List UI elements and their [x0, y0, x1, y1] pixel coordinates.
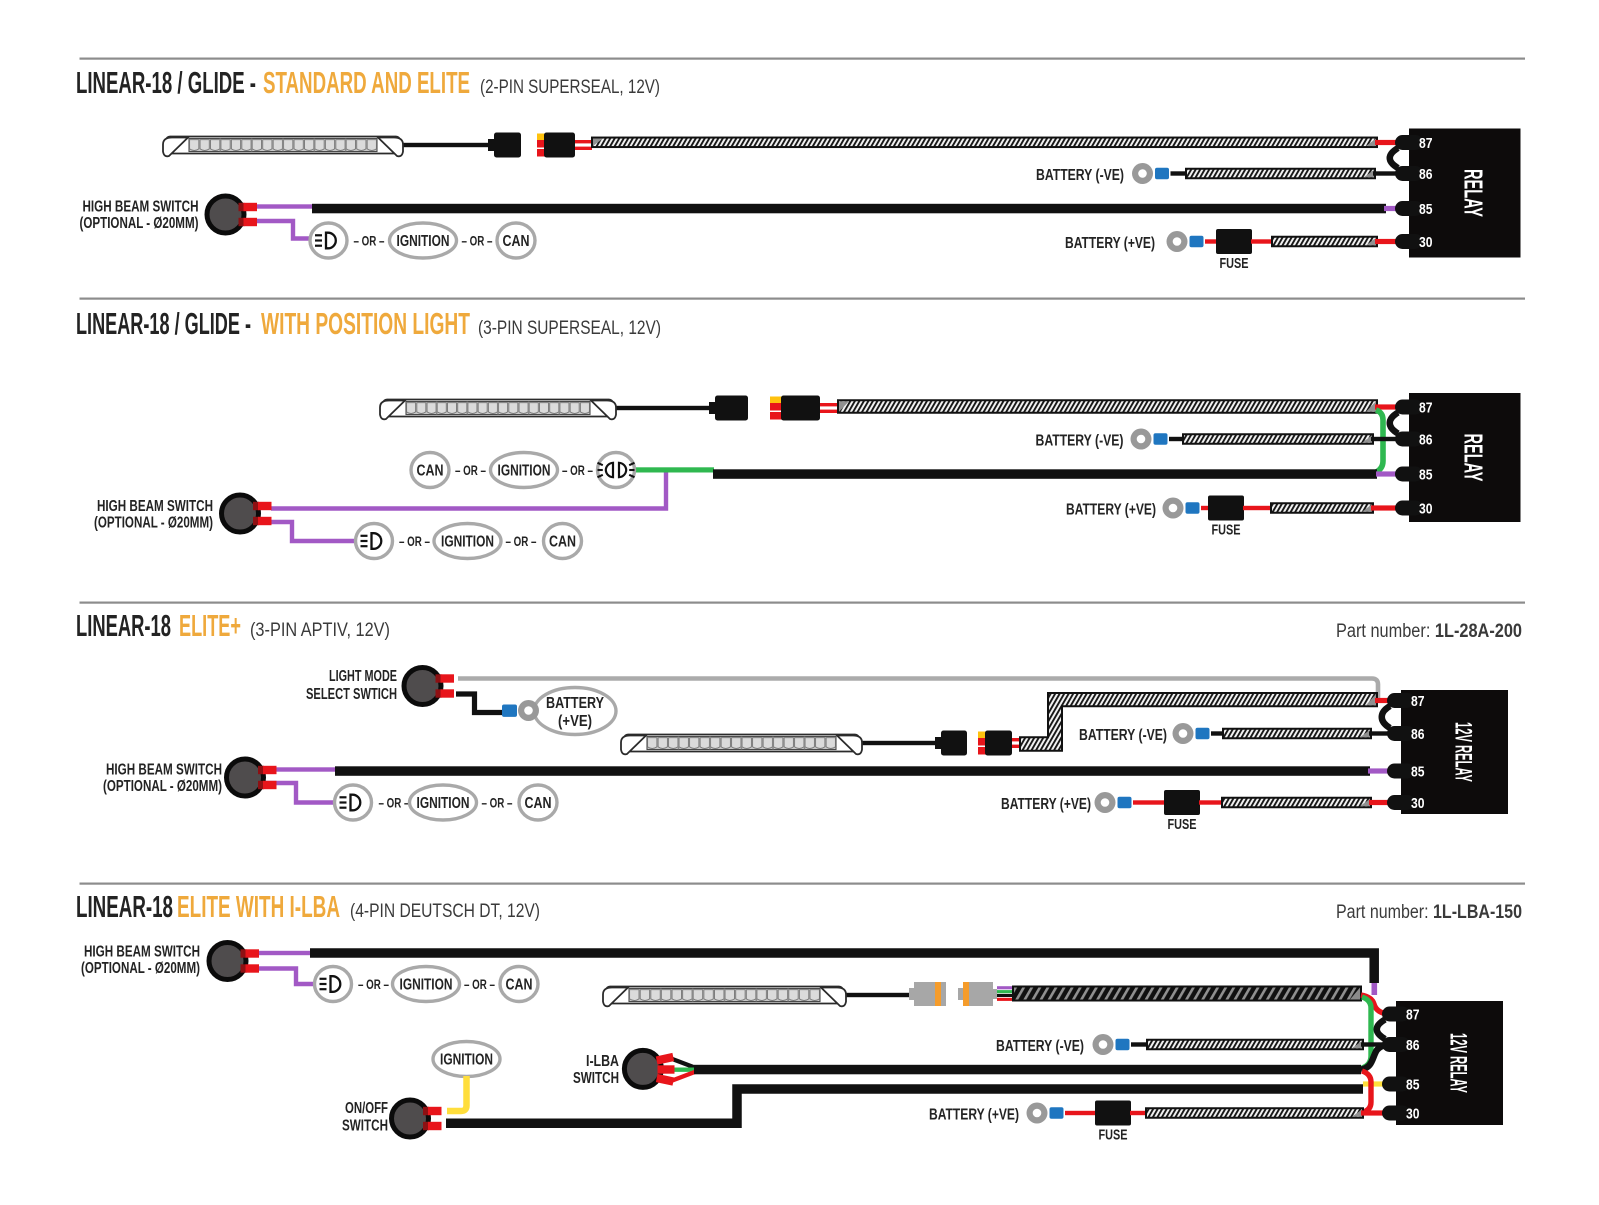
svg-text:HIGH BEAM SWITCH: HIGH BEAM SWITCH: [97, 498, 213, 515]
svg-text:30: 30: [1419, 234, 1433, 251]
svg-text:IGNITION: IGNITION: [417, 795, 470, 812]
svg-text:IGNITION: IGNITION: [400, 977, 453, 994]
svg-text:IGNITION: IGNITION: [397, 233, 450, 250]
svg-text:CAN: CAN: [506, 977, 533, 994]
svg-text:SWITCH: SWITCH: [342, 1118, 388, 1135]
svg-text:CAN: CAN: [417, 463, 444, 480]
svg-text:86: 86: [1411, 726, 1425, 743]
svg-text:87: 87: [1411, 693, 1425, 710]
svg-text:WITH POSITION LIGHT: WITH POSITION LIGHT: [261, 307, 470, 341]
svg-text:87: 87: [1419, 400, 1433, 417]
svg-text:(OPTIONAL - Ø20MM): (OPTIONAL - Ø20MM): [94, 515, 213, 532]
svg-text:LINEAR-18: LINEAR-18: [76, 890, 173, 924]
svg-text:87: 87: [1406, 1007, 1420, 1024]
svg-text:30: 30: [1406, 1106, 1420, 1123]
svg-text:87: 87: [1419, 135, 1433, 152]
svg-text:(3-PIN SUPERSEAL, 12V): (3-PIN SUPERSEAL, 12V): [478, 318, 661, 339]
svg-text:LINEAR-18: LINEAR-18: [76, 609, 171, 643]
svg-text:86: 86: [1419, 166, 1433, 183]
svg-text:IGNITION: IGNITION: [441, 534, 494, 551]
svg-text:CAN: CAN: [549, 534, 576, 551]
svg-text:FUSE: FUSE: [1099, 1127, 1128, 1144]
svg-text:85: 85: [1411, 764, 1425, 781]
svg-text:LIGHT MODE: LIGHT MODE: [329, 668, 397, 685]
svg-text:(+VE): (+VE): [558, 713, 592, 730]
svg-text:ELITE+: ELITE+: [179, 609, 241, 643]
svg-text:FUSE: FUSE: [1212, 522, 1241, 539]
svg-text:RELAY: RELAY: [1459, 169, 1489, 217]
svg-text:– OR –: – OR –: [358, 977, 389, 992]
svg-text:FUSE: FUSE: [1220, 255, 1249, 272]
svg-text:BATTERY (-VE): BATTERY (-VE): [1036, 433, 1124, 450]
svg-text:12V RELAY: 12V RELAY: [1450, 722, 1477, 782]
svg-text:RELAY: RELAY: [1459, 434, 1489, 482]
svg-text:BATTERY: BATTERY: [546, 695, 605, 712]
svg-text:(3-PIN APTIV, 12V): (3-PIN APTIV, 12V): [250, 620, 390, 641]
svg-text:CAN: CAN: [525, 795, 552, 812]
svg-text:Part number: 1L-LBA-150: Part number: 1L-LBA-150: [1336, 902, 1522, 923]
svg-text:– OR –: – OR –: [455, 463, 486, 478]
svg-text:– OR –: – OR –: [562, 463, 593, 478]
svg-text:– OR –: – OR –: [482, 795, 513, 810]
svg-text:(OPTIONAL - Ø20MM): (OPTIONAL - Ø20MM): [81, 960, 200, 977]
svg-text:86: 86: [1419, 432, 1433, 449]
svg-text:85: 85: [1419, 467, 1433, 484]
svg-text:86: 86: [1406, 1037, 1420, 1054]
svg-text:BATTERY (-VE): BATTERY (-VE): [996, 1038, 1084, 1055]
svg-text:– OR –: – OR –: [379, 795, 410, 810]
svg-text:BATTERY (+VE): BATTERY (+VE): [1065, 235, 1155, 252]
svg-text:(OPTIONAL - Ø20MM): (OPTIONAL - Ø20MM): [103, 778, 222, 795]
svg-text:IGNITION: IGNITION: [440, 1052, 493, 1069]
svg-text:30: 30: [1419, 501, 1433, 518]
svg-text:– OR –: – OR –: [354, 233, 385, 248]
svg-text:(4-PIN DEUTSCH DT, 12V): (4-PIN DEUTSCH DT, 12V): [350, 901, 540, 922]
svg-text:(OPTIONAL - Ø20MM): (OPTIONAL - Ø20MM): [80, 215, 199, 232]
svg-text:CAN: CAN: [503, 233, 530, 250]
svg-text:– OR –: – OR –: [464, 977, 495, 992]
svg-text:BATTERY (+VE): BATTERY (+VE): [1001, 796, 1091, 813]
svg-text:HIGH BEAM SWITCH: HIGH BEAM SWITCH: [106, 762, 222, 779]
svg-text:Part number: 1L-28A-200: Part number: 1L-28A-200: [1336, 621, 1522, 642]
svg-text:BATTERY (-VE): BATTERY (-VE): [1079, 727, 1167, 744]
svg-text:– OR –: – OR –: [506, 534, 537, 549]
svg-text:12V RELAY: 12V RELAY: [1445, 1033, 1472, 1093]
svg-text:30: 30: [1411, 795, 1425, 812]
svg-text:BATTERY (-VE): BATTERY (-VE): [1036, 167, 1124, 184]
svg-text:– OR –: – OR –: [462, 233, 493, 248]
svg-text:BATTERY (+VE): BATTERY (+VE): [1066, 502, 1156, 519]
svg-text:SWITCH: SWITCH: [573, 1070, 619, 1087]
svg-text:HIGH BEAM SWITCH: HIGH BEAM SWITCH: [84, 944, 200, 961]
svg-text:ON/OFF: ON/OFF: [345, 1100, 388, 1117]
svg-text:FUSE: FUSE: [1168, 816, 1197, 833]
svg-text:ELITE WITH I-LBA: ELITE WITH I-LBA: [177, 890, 340, 924]
svg-text:IGNITION: IGNITION: [498, 463, 551, 480]
svg-text:I-LBA: I-LBA: [586, 1053, 619, 1070]
svg-text:LINEAR-18 / GLIDE -: LINEAR-18 / GLIDE -: [76, 307, 251, 341]
svg-text:STANDARD AND ELITE: STANDARD AND ELITE: [263, 66, 470, 100]
svg-text:LINEAR-18 / GLIDE -: LINEAR-18 / GLIDE -: [76, 66, 256, 100]
svg-text:– OR –: – OR –: [399, 534, 430, 549]
svg-text:85: 85: [1419, 201, 1433, 218]
svg-text:(2-PIN SUPERSEAL, 12V): (2-PIN SUPERSEAL, 12V): [480, 77, 660, 98]
svg-text:SELECT SWTICH: SELECT SWTICH: [306, 686, 397, 703]
svg-text:BATTERY (+VE): BATTERY (+VE): [929, 1107, 1019, 1124]
svg-text:85: 85: [1406, 1077, 1420, 1094]
svg-text:HIGH BEAM SWITCH: HIGH BEAM SWITCH: [83, 199, 199, 216]
